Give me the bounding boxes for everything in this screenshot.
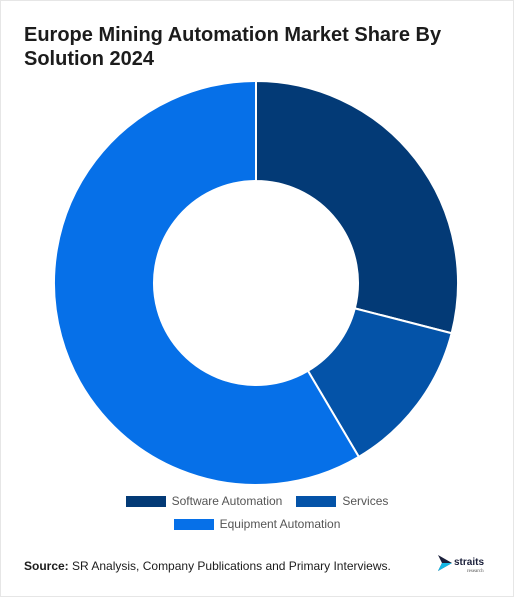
legend-item-software-automation: Software Automation [125,494,283,508]
legend-swatch [296,495,337,507]
legend-row-2: Equipment Automation [1,517,513,531]
legend-label: Equipment Automation [219,517,341,531]
slice-software-automation [255,79,459,335]
legend-swatch [173,518,214,530]
donut-chart [53,79,459,486]
source-note: Source: SR Analysis, Company Publication… [24,559,391,573]
legend-item-equipment-automation: Equipment Automation [173,517,341,531]
source-label: Source: [24,559,69,573]
slice-equipment-automation [53,79,361,486]
legend-label: Services [342,494,389,508]
legend-swatch [125,495,166,507]
logo-name: straits [454,557,484,568]
logo-tagline: research [467,569,484,574]
chart-title: Europe Mining Automation Market Share By… [24,24,442,70]
legend-label: Software Automation [171,494,283,508]
straits-research-logo: straits research [438,555,484,574]
legend: Software Automation Services [1,494,513,508]
source-text: SR Analysis, Company Publications and Pr… [72,559,391,573]
legend-item-services: Services [296,494,388,508]
